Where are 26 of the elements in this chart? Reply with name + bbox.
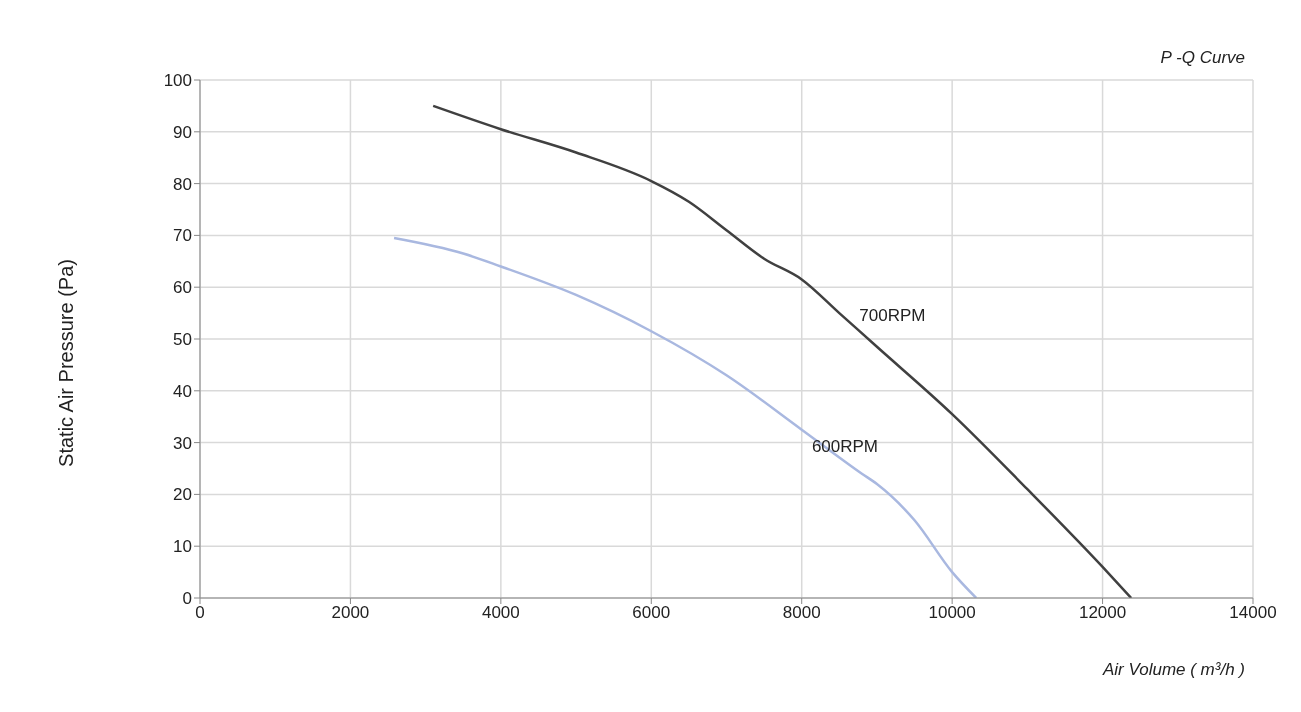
series-label: 600RPM: [811, 436, 879, 456]
chart-title: P -Q Curve: [1160, 48, 1245, 68]
y-tick-label: 10: [173, 537, 192, 557]
line-series: [392, 236, 978, 598]
y-tick-label: 80: [173, 174, 192, 194]
x-tick-label: 8000: [782, 603, 821, 623]
y-tick-label: 50: [173, 330, 192, 350]
y-tick-label: 0: [182, 589, 192, 609]
y-tick-label: 40: [173, 381, 192, 401]
line-series: [431, 104, 1133, 598]
y-axis-title: Static Air Pressure (Pa): [54, 259, 78, 467]
y-tick-label: 100: [163, 71, 192, 91]
series-label: 700RPM: [859, 306, 926, 326]
x-axis-title: Air Volume ( m³/h ): [1102, 660, 1245, 680]
x-tick-label: 0: [195, 603, 205, 623]
y-tick-label: 70: [173, 226, 192, 246]
x-tick-label: 10000: [928, 603, 976, 623]
x-tick-label: 4000: [481, 603, 520, 623]
x-tick-label: 2000: [331, 603, 370, 623]
x-tick-label: 14000: [1229, 603, 1277, 623]
y-tick-label: 90: [173, 122, 192, 142]
x-tick-label: 12000: [1078, 603, 1127, 623]
y-tick-label: 60: [173, 278, 192, 298]
y-tick-label: 30: [173, 433, 192, 453]
x-tick-label: 6000: [632, 603, 671, 623]
y-tick-label: 20: [173, 485, 192, 505]
